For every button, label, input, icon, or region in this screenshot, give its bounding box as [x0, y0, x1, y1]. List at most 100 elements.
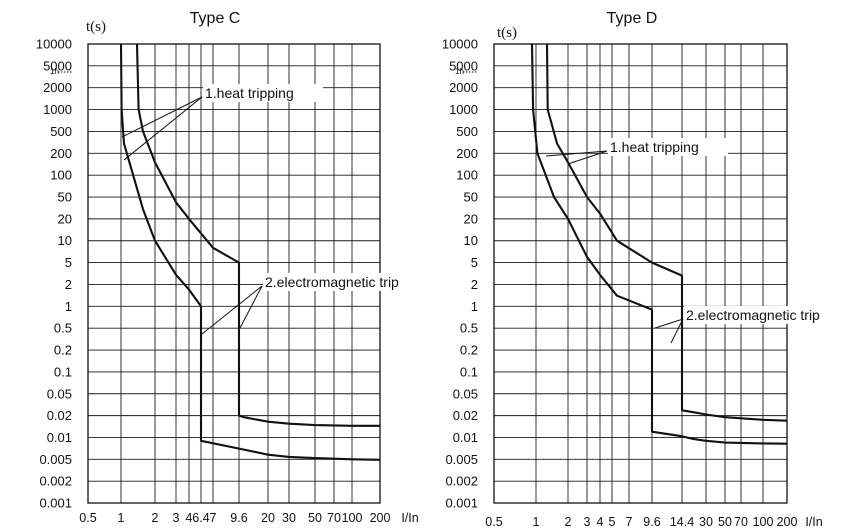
y-tick-label: 2 — [65, 277, 72, 292]
annotation-leader — [654, 318, 684, 329]
y-tick-label: 0.002 — [39, 474, 72, 489]
y-axis-label: t(s) — [86, 19, 106, 35]
trip-curve-upper — [545, 43, 788, 422]
y-tick-label: 0.01 — [47, 430, 72, 445]
y-tick-label: 0.2 — [460, 343, 478, 358]
annotation-leader — [123, 96, 203, 161]
y-tick-label: 20 — [58, 211, 72, 226]
y-tick-label: 2 — [471, 277, 478, 292]
y-tick-label: 0.001 — [39, 496, 72, 511]
chart-panel-type-d: 100005000200010005002001005020105210.50.… — [442, 10, 858, 529]
x-tick-label: 2 — [565, 515, 572, 529]
y-tick-label: 1000 — [449, 102, 478, 117]
annotation-leader — [670, 318, 684, 344]
y-tick-label: 50 — [58, 190, 72, 205]
chart-title: Type D — [607, 10, 658, 27]
annotation-background — [203, 84, 323, 102]
x-tick-label: I/In — [805, 515, 822, 529]
x-tick-label: 50 — [718, 515, 732, 529]
y-tick-label: 1000 — [43, 102, 72, 117]
y-tick-label: 20 — [464, 211, 478, 226]
y-axis-label: t(s) — [497, 25, 517, 41]
x-tick-label: 30 — [699, 515, 713, 529]
x-tick-label: 1 — [533, 515, 540, 529]
y-tick-label: 500 — [50, 124, 72, 139]
trip-curve-lower — [119, 43, 381, 461]
y-tick-label: 0.1 — [460, 364, 478, 379]
plot-frame — [493, 43, 788, 504]
y-tick-label: 1 — [471, 299, 478, 314]
y-tick-label: 0.05 — [47, 386, 72, 401]
electromagnetic-trip-annotation: 2.electromagnetic trip — [265, 274, 399, 290]
trip-curve-lower — [530, 43, 788, 445]
annotation-leader — [201, 285, 263, 335]
annotation-leader — [567, 150, 608, 165]
chart-title: Type C — [190, 10, 241, 27]
y-tick-label: 200 — [50, 146, 72, 161]
x-tick-label: 100 — [342, 511, 363, 525]
x-tick-label: 9.6 — [230, 511, 247, 525]
x-tick-label: 200 — [777, 515, 798, 529]
y-tick-label: 0.02 — [47, 408, 72, 423]
x-tick-label: 50 — [308, 511, 322, 525]
y-tick-label: 0.02 — [453, 408, 478, 423]
x-tick-label: 30 — [282, 511, 296, 525]
x-tick-label: 3 — [173, 511, 180, 525]
x-tick-label: 9.6 — [643, 515, 660, 529]
x-tick-label: 0.5 — [79, 511, 96, 525]
y-tick-label: 5000 — [43, 58, 72, 73]
annotation-background — [263, 273, 437, 291]
x-tick-label: 7 — [210, 511, 217, 525]
y-tick-label: 0.002 — [445, 474, 478, 489]
y-tick-label: 10 — [58, 233, 72, 248]
y-tick-label: 0.05 — [453, 386, 478, 401]
y-tick-label: 0.01 — [453, 430, 478, 445]
annotation-leader — [545, 150, 608, 157]
annotation-background — [684, 306, 858, 324]
annotation-leader — [239, 285, 263, 329]
y-tick-label: 5 — [471, 255, 478, 270]
y-tick-label: 2000 — [449, 80, 478, 95]
y-tick-label: 50 — [464, 190, 478, 205]
x-tick-label: 7 — [626, 515, 633, 529]
x-tick-label: 5 — [609, 515, 616, 529]
y-tick-label: 0.005 — [39, 452, 72, 467]
x-tick-label: 1 — [118, 511, 125, 525]
x-tick-label: 14.4 — [670, 515, 694, 529]
x-axis-label: I/In — [401, 511, 418, 525]
x-tick-label: 6.4 — [192, 511, 209, 525]
x-tick-label: 0.5 — [485, 515, 502, 529]
x-tick-label: 70 — [734, 515, 748, 529]
y-tick-label: 5000 — [449, 58, 478, 73]
y-tick-label: 0.5 — [460, 321, 478, 336]
heat-tripping-annotation: 1.heat tripping — [205, 85, 294, 101]
x-tick-label: 70 — [327, 511, 341, 525]
y-tick-label: 500 — [456, 124, 478, 139]
x-tick-label: 100 — [753, 515, 774, 529]
x-tick-label: 4 — [597, 515, 604, 529]
heat-tripping-annotation: 1.heat tripping — [610, 139, 699, 155]
y-tick-label: 10000 — [442, 37, 478, 52]
x-tick-label: 4 — [186, 511, 193, 525]
x-tick-label: 20 — [261, 511, 275, 525]
y-tick-label: 0.005 — [445, 452, 478, 467]
y-tick-label: 2000 — [43, 80, 72, 95]
y-tick-label: 0.2 — [54, 343, 72, 358]
chart-panel-type-c: 10000 5000 2000 1000 500 200 100 50 20 10 5 2 1 0.5 0.… — [36, 10, 437, 525]
electromagnetic-trip-annotation: 2.electromagnetic trip — [686, 307, 820, 323]
one-hour-marker: 1h — [50, 67, 59, 76]
one-hour-marker: 1h — [455, 67, 464, 76]
x-tick-label: 200 — [370, 511, 391, 525]
y-tick-label: 200 — [456, 146, 478, 161]
y-tick-label: 0.1 — [54, 364, 72, 379]
y-tick-label: 0.5 — [54, 321, 72, 336]
y-tick-label: 10000 — [36, 37, 72, 52]
x-tick-label: 2 — [152, 511, 159, 525]
x-tick-label: 3 — [584, 515, 591, 529]
annotation-leader — [121, 96, 203, 138]
y-tick-label: 1 — [65, 299, 72, 314]
y-tick-label: 100 — [456, 168, 478, 183]
annotation-background — [608, 138, 728, 156]
y-tick-label: 10 — [464, 233, 478, 248]
y-tick-label: 5 — [65, 255, 72, 270]
